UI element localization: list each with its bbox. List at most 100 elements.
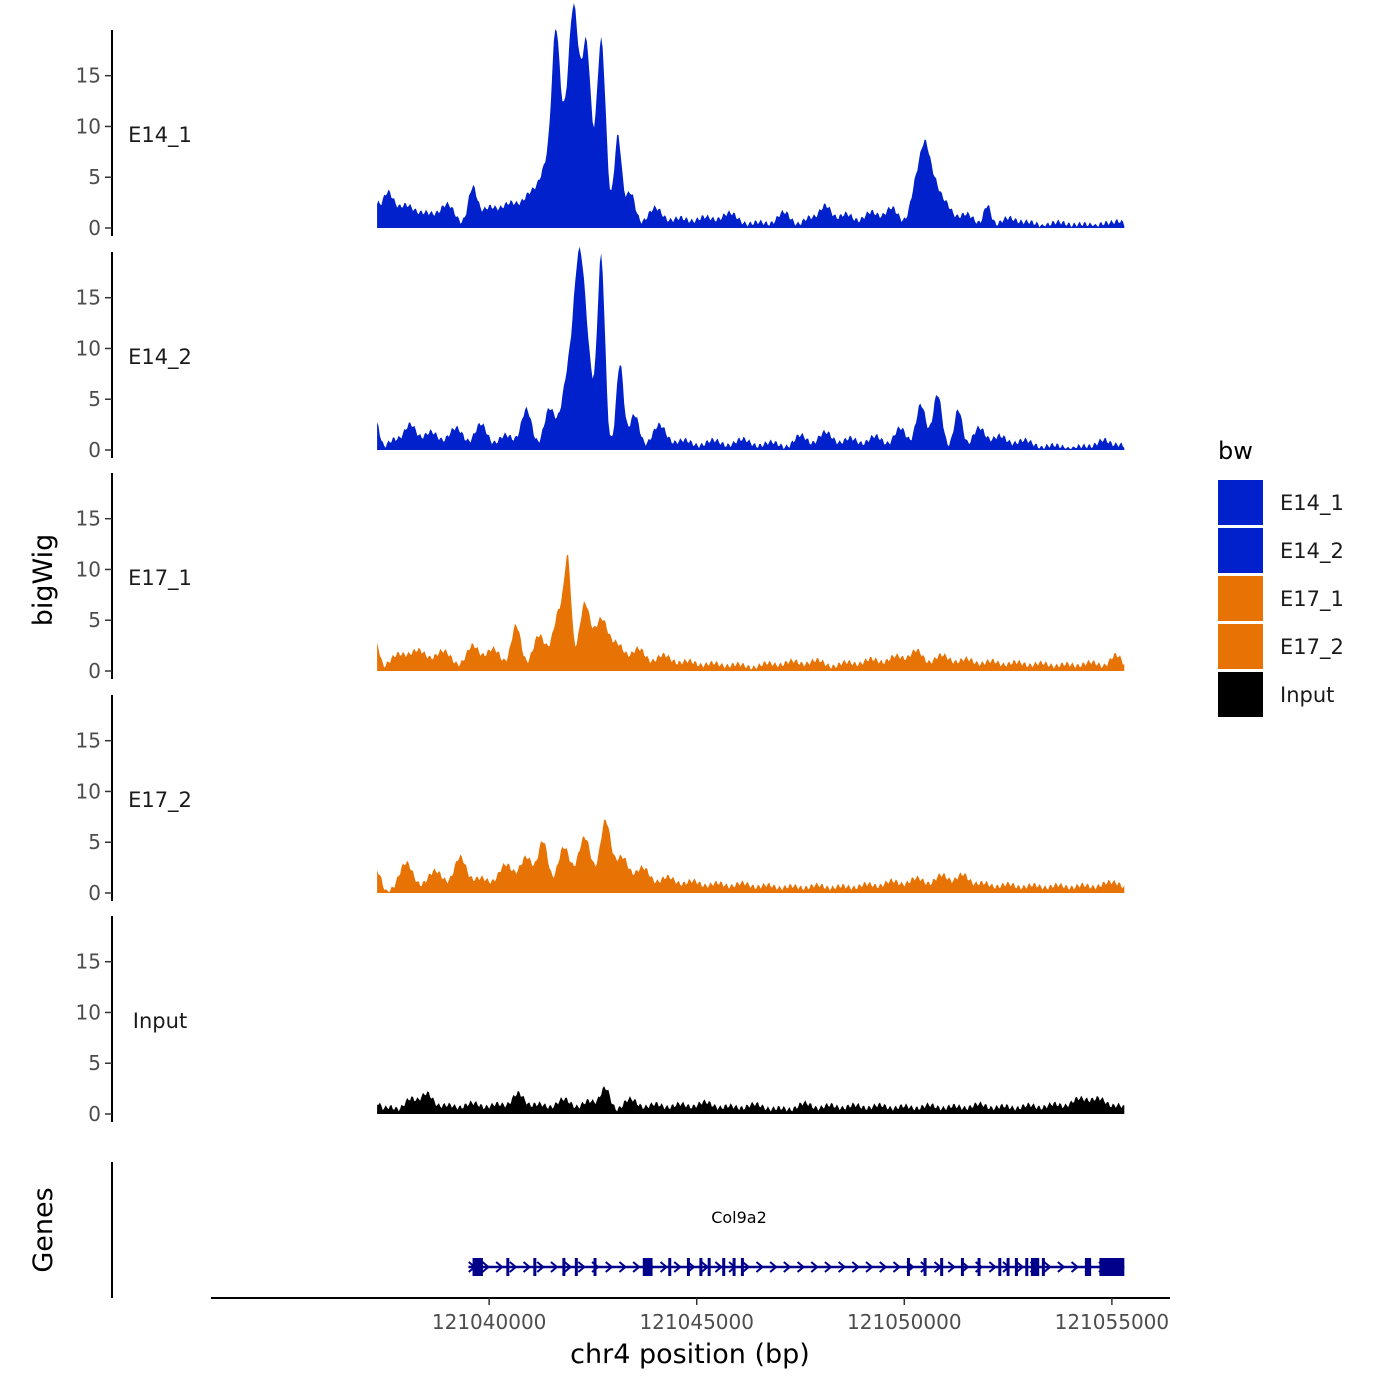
strand-arrow <box>714 1261 723 1273</box>
signal-area-E14_2 <box>377 246 1125 450</box>
legend-label: E17_2 <box>1280 635 1344 660</box>
y-tick-label: 15 <box>76 729 101 753</box>
panel-E17_1: 0 5 10 15 E17_1 <box>76 473 1125 683</box>
legend-title: bw <box>1218 437 1253 465</box>
strand-arrow <box>536 1261 545 1273</box>
y-axis-label: bigWig <box>28 534 59 627</box>
y-tick-label: 10 <box>76 114 101 138</box>
legend-label: E17_1 <box>1280 587 1344 612</box>
strand-arrow <box>755 1261 764 1273</box>
strand-arrow <box>577 1261 586 1273</box>
gene-exon <box>506 1258 510 1276</box>
y-tick-label: 0 <box>88 216 101 240</box>
y-tick-label: 15 <box>76 950 101 974</box>
y-tick-label: 15 <box>76 507 101 531</box>
strand-arrow <box>509 1261 518 1273</box>
x-tick-label: 121045000 <box>639 1310 754 1334</box>
y-tick-label: 5 <box>88 608 101 632</box>
x-tick-label: 121050000 <box>847 1310 962 1334</box>
gene-exon <box>668 1258 672 1276</box>
y-tick-label: 0 <box>88 881 101 905</box>
gene-exon <box>593 1258 597 1276</box>
y-tick-label: 10 <box>76 779 101 803</box>
legend-key <box>1218 528 1263 573</box>
strand-arrow <box>605 1261 614 1273</box>
gene-track: Genes Col9a2 <box>28 1162 1125 1298</box>
y-tick-label: 5 <box>88 1051 101 1075</box>
panel-label: E14_1 <box>128 123 192 148</box>
gene-exon <box>1014 1258 1018 1276</box>
gene-exon <box>923 1258 927 1276</box>
strand-arrow <box>824 1261 833 1273</box>
x-axis: 121040000 121045000 121050000 121055000 <box>211 1297 1170 1334</box>
gene-exon <box>960 1258 964 1276</box>
gene-exon <box>699 1258 703 1276</box>
y-tick-label: 10 <box>76 557 101 581</box>
gene-exon <box>998 1258 1002 1276</box>
legend-label: E14_2 <box>1280 539 1344 564</box>
strand-arrow <box>796 1261 806 1273</box>
panel-E14_2: 0 5 10 15 E14_2 <box>76 246 1125 462</box>
gene-exon <box>977 1258 981 1276</box>
strand-arrow <box>1057 1261 1066 1273</box>
strand-arrow <box>851 1261 860 1273</box>
y-tick-label: 0 <box>88 438 101 462</box>
strand-arrow <box>495 1261 504 1273</box>
strand-arrow <box>865 1261 874 1273</box>
gene-exon <box>722 1258 726 1276</box>
x-tick-label: 121055000 <box>1055 1310 1170 1334</box>
genes-axis-label: Genes <box>28 1187 59 1272</box>
strand-arrow <box>700 1261 710 1273</box>
strand-arrow <box>988 1261 997 1273</box>
panel-label: E14_2 <box>128 345 192 370</box>
strand-arrow <box>1016 1261 1025 1273</box>
signal-area-E17_1 <box>377 554 1125 671</box>
gene-exon <box>1006 1258 1010 1276</box>
strand-arrow <box>659 1261 669 1273</box>
gene-exon <box>1041 1258 1045 1276</box>
legend-key <box>1218 480 1263 525</box>
signal-area-Input <box>377 1086 1125 1114</box>
panel-label: E17_2 <box>128 788 192 813</box>
gene-exon <box>562 1258 566 1276</box>
strand-arrow <box>742 1261 751 1273</box>
gene-exon-block <box>472 1258 483 1276</box>
panel-label: E17_1 <box>128 566 192 591</box>
y-tick-label: 15 <box>76 286 101 310</box>
strand-arrow <box>892 1261 901 1273</box>
y-tick-label: 5 <box>88 830 101 854</box>
legend-key <box>1218 576 1263 621</box>
strand-arrow <box>947 1261 956 1273</box>
strand-arrow <box>1070 1261 1080 1273</box>
gene-exon <box>940 1258 944 1276</box>
y-tick-label: 0 <box>88 1102 101 1126</box>
gene-exon <box>707 1258 711 1276</box>
y-tick-label: 15 <box>76 64 101 88</box>
y-tick-label: 0 <box>88 659 101 683</box>
gene-exon <box>906 1258 910 1276</box>
strand-arrow <box>810 1261 819 1273</box>
strand-arrow <box>550 1261 559 1273</box>
strand-arrow <box>769 1261 778 1273</box>
panel-E17_2: 0 5 10 15 E17_2 <box>76 695 1125 905</box>
gene-exon-block <box>1084 1258 1092 1276</box>
gene-exon-block <box>1099 1258 1125 1276</box>
signal-area-E14_1 <box>377 3 1125 228</box>
strand-arrow <box>632 1261 641 1273</box>
signal-area-E17_2 <box>377 819 1125 893</box>
legend: bw E14_1 E14_2 E17_1 E17_2 Input <box>1218 437 1344 717</box>
strand-arrow <box>522 1261 532 1273</box>
panel-Input: 0 5 10 15 Input <box>76 916 1125 1126</box>
gene-exon <box>686 1258 690 1276</box>
gene-exon <box>533 1258 537 1276</box>
strand-arrow <box>879 1261 888 1273</box>
gene-exon <box>1025 1258 1029 1276</box>
strand-arrow <box>837 1261 847 1273</box>
gene-label: Col9a2 <box>711 1208 767 1227</box>
y-tick-label: 5 <box>88 387 101 411</box>
legend-key <box>1218 624 1263 669</box>
y-tick-label: 5 <box>88 165 101 189</box>
gene-exon <box>732 1258 736 1276</box>
strand-arrow <box>783 1261 792 1273</box>
